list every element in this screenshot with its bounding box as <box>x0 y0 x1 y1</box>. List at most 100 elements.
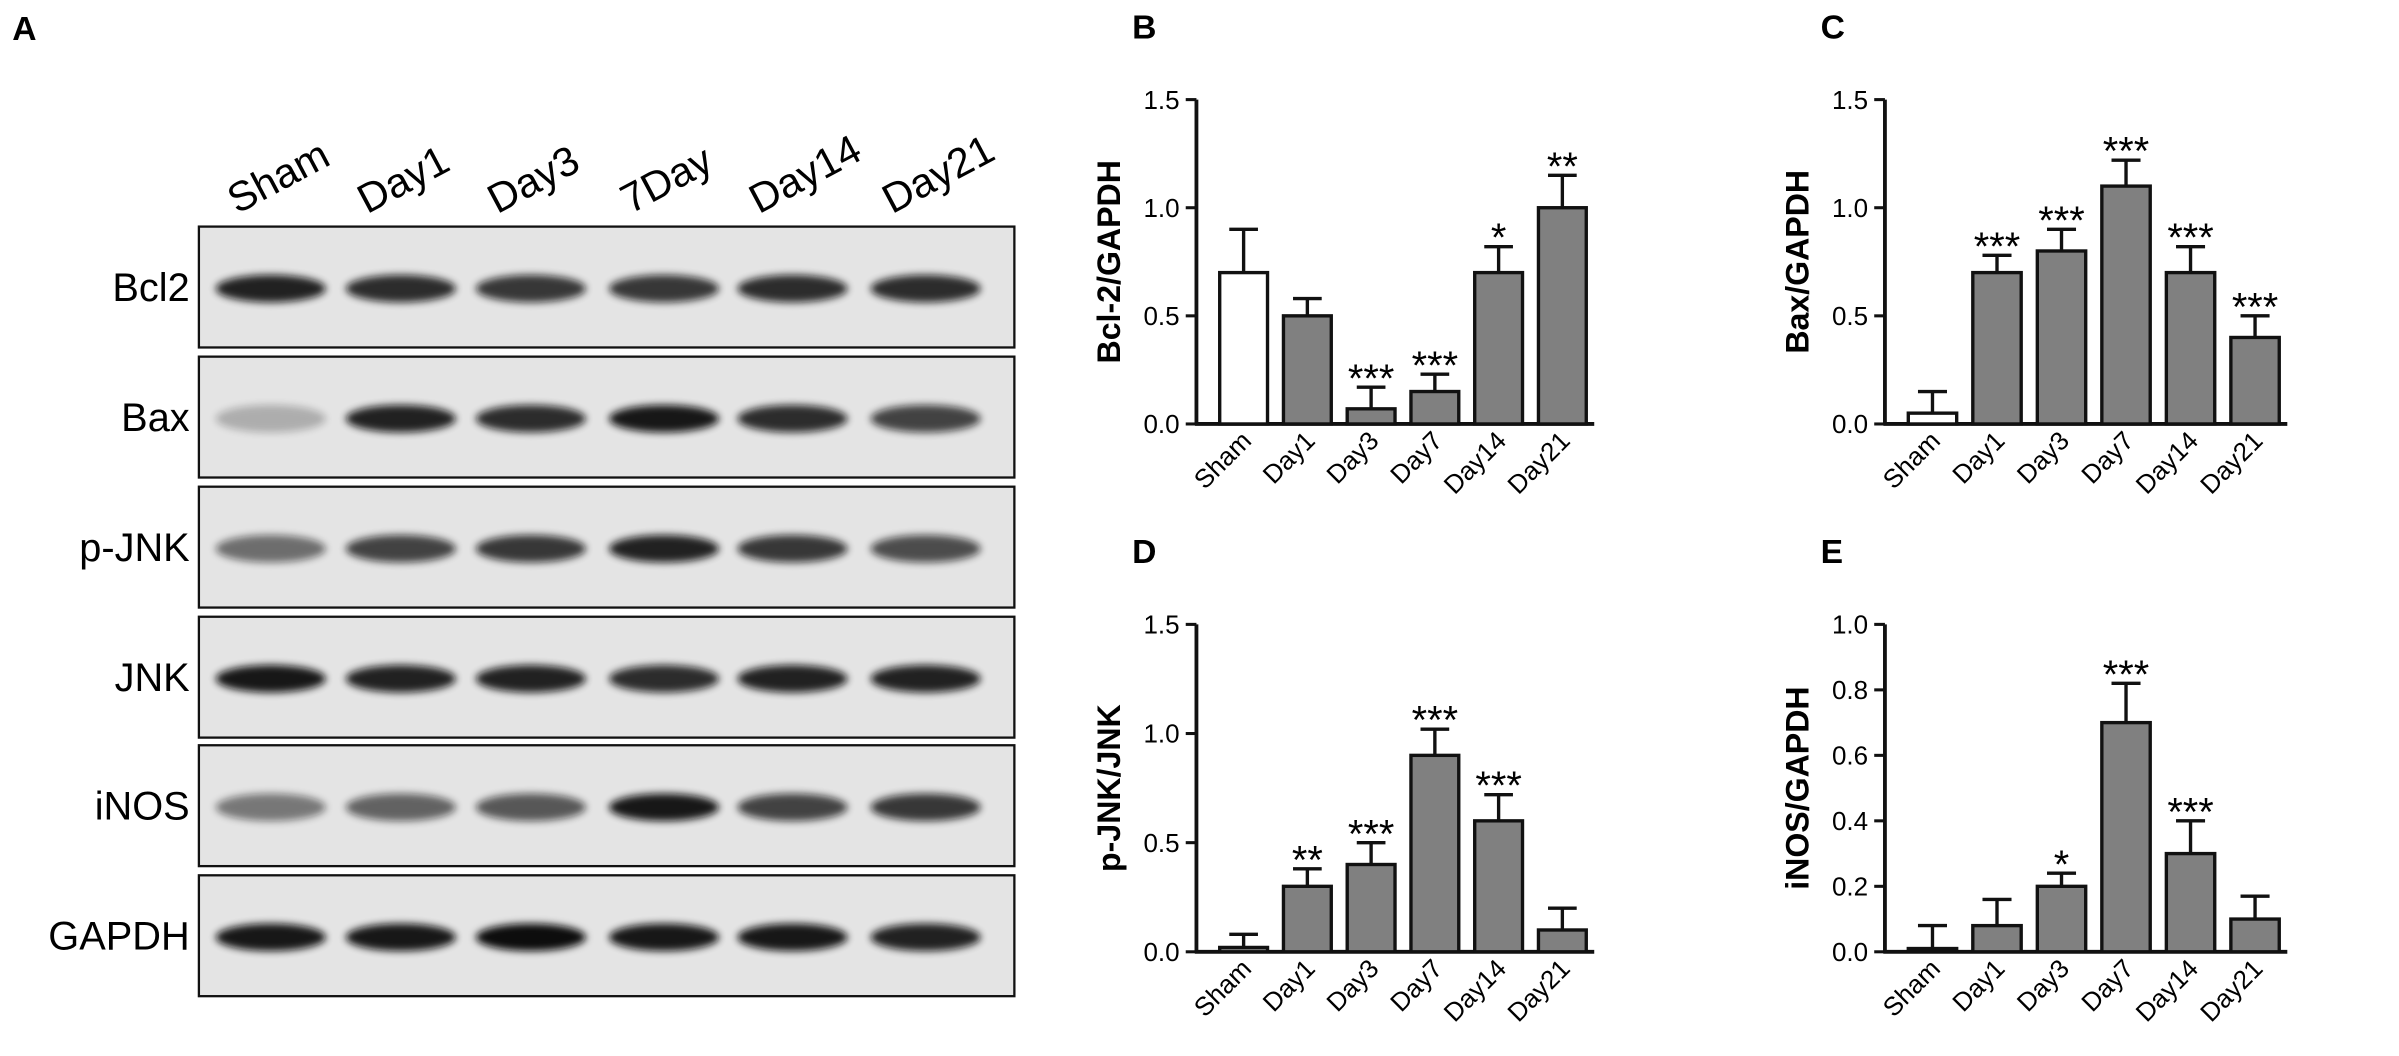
significance: ** <box>1547 145 1578 189</box>
y-tick-label: 1.5 <box>1832 85 1868 115</box>
significance: * <box>2054 843 2069 887</box>
y-tick-label: 0.5 <box>1143 301 1179 331</box>
bar <box>2229 335 2281 426</box>
row-label: p-JNK <box>79 526 190 570</box>
y-tick-label: 0.0 <box>1832 937 1868 967</box>
blot-band <box>870 793 981 821</box>
bar <box>1971 270 2023 426</box>
blot-band <box>215 274 326 303</box>
blot-band <box>345 923 456 952</box>
panel-label: B <box>1132 9 1156 46</box>
row-label: GAPDH <box>48 915 189 959</box>
y-tick-label: 1.0 <box>1832 193 1868 223</box>
lane-label: Day3 <box>480 136 587 222</box>
blot-band <box>475 534 586 563</box>
blot-band <box>475 404 586 433</box>
bar <box>1281 314 1333 426</box>
blot-band <box>215 793 326 821</box>
bar <box>1409 389 1461 426</box>
significance: *** <box>1348 812 1394 856</box>
blot-band <box>608 534 720 563</box>
y-tick-label: 0.5 <box>1143 828 1179 858</box>
y-tick-label: 0.0 <box>1143 937 1179 967</box>
lane-label: Day14 <box>741 126 868 223</box>
y-tick-label: 0.6 <box>1832 741 1868 771</box>
y-tick-label: 0.8 <box>1832 675 1868 705</box>
x-tick-label: Day3 <box>1320 425 1384 489</box>
blot-band <box>345 274 456 303</box>
blot-band <box>737 923 848 952</box>
x-tick-label: Day1 <box>1257 953 1321 1017</box>
blot-band <box>475 923 586 952</box>
bar <box>1906 946 1959 954</box>
blot-band <box>475 274 586 303</box>
x-tick-label: Day21 <box>1501 425 1575 499</box>
blot-band <box>737 274 848 303</box>
y-tick-label: 0.2 <box>1832 871 1868 901</box>
lane-label: Sham <box>220 131 337 222</box>
x-tick-label: Day7 <box>2075 953 2139 1017</box>
significance: ** <box>1292 838 1323 882</box>
y-axis-label: Bax/GAPDH <box>1779 170 1815 354</box>
x-tick-label: Day21 <box>2194 425 2268 499</box>
blot-band <box>345 664 456 693</box>
blot-band <box>215 534 326 563</box>
significance: *** <box>2167 216 2213 260</box>
blot-band <box>345 793 456 821</box>
blot-band <box>475 664 586 693</box>
x-tick-label: Day1 <box>1257 425 1321 489</box>
blot-band <box>737 664 848 693</box>
x-tick-label: Day21 <box>2194 953 2268 1027</box>
significance: *** <box>2167 790 2213 834</box>
blot-band <box>870 274 981 303</box>
x-tick-label: Sham <box>1188 953 1257 1022</box>
bar <box>2100 720 2152 954</box>
y-axis-label: Bcl-2/GAPDH <box>1091 160 1127 363</box>
blot-band <box>737 793 848 821</box>
significance: *** <box>2103 130 2149 174</box>
blot-band <box>870 404 981 433</box>
bar <box>2164 270 2217 426</box>
bar <box>1473 819 1525 954</box>
y-tick-label: 0.0 <box>1143 409 1179 439</box>
bar <box>2100 184 2152 426</box>
blot-band <box>608 664 720 693</box>
lane-label: Day21 <box>875 126 1002 223</box>
bar <box>2035 249 2088 426</box>
y-tick-label: 1.0 <box>1143 193 1179 223</box>
blot-band <box>737 404 848 433</box>
blot-band <box>608 274 720 303</box>
blot-band <box>608 923 720 952</box>
panel-label: A <box>12 11 36 48</box>
x-tick-label: Sham <box>1877 425 1946 494</box>
blot-band <box>608 404 720 433</box>
y-axis-label: iNOS/GAPDH <box>1779 686 1815 889</box>
x-tick-label: Day3 <box>2011 953 2075 1017</box>
x-tick-label: Day7 <box>2075 425 2139 489</box>
x-tick-label: Day14 <box>2130 953 2204 1027</box>
x-tick-label: Day14 <box>2130 425 2204 499</box>
x-tick-label: Day14 <box>1438 425 1512 499</box>
bar <box>1218 945 1270 954</box>
lane-label: 7Day <box>613 136 720 222</box>
y-tick-label: 1.0 <box>1832 610 1868 640</box>
bar <box>1345 407 1397 426</box>
blot-band <box>870 534 981 563</box>
panel-label: E <box>1821 534 1843 571</box>
significance: *** <box>2232 285 2278 329</box>
bar <box>1473 270 1525 426</box>
blot-band <box>475 793 586 821</box>
bar <box>2229 917 2281 954</box>
x-tick-label: Day3 <box>1320 953 1384 1017</box>
y-tick-label: 1.5 <box>1143 610 1179 640</box>
y-tick-label: 0.0 <box>1832 409 1868 439</box>
lane-label: Day1 <box>350 136 457 222</box>
y-tick-label: 1.5 <box>1143 85 1179 115</box>
y-axis-label: p-JNK/JNK <box>1091 704 1127 872</box>
x-tick-label: Day21 <box>1501 953 1575 1027</box>
bar <box>1906 411 1959 426</box>
row-label: iNOS <box>95 784 190 828</box>
blot-band <box>737 534 848 563</box>
